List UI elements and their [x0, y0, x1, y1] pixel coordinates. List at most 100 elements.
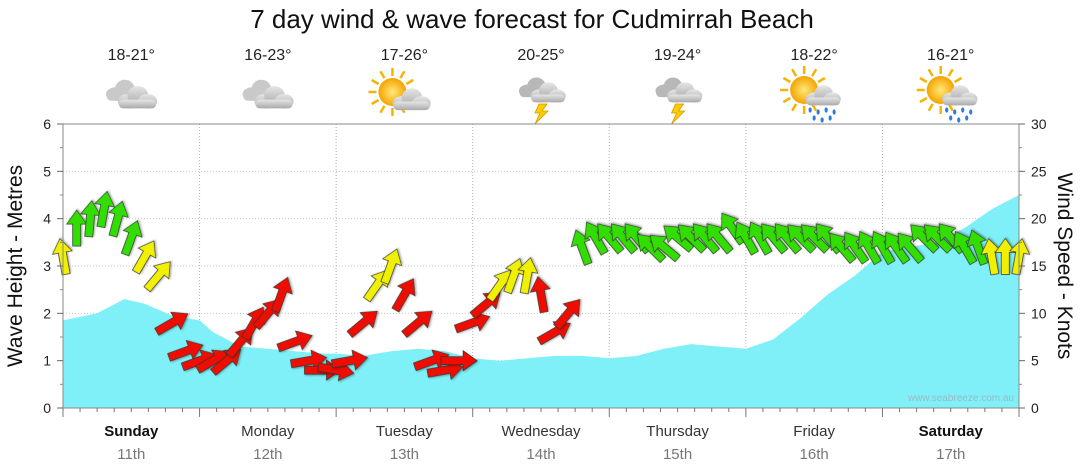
day-name-label: Sunday: [104, 423, 159, 440]
credit-text: www.seabreeze.com.au: [907, 393, 1014, 404]
wind-arrow: [553, 299, 581, 331]
day-date-label: 13th: [390, 446, 419, 463]
day-date-label: 14th: [526, 446, 555, 463]
wind-arrow: [154, 311, 189, 336]
cloud-base: [806, 97, 841, 106]
rain-drop: [969, 109, 973, 115]
sun-ray: [791, 103, 798, 112]
sun-rain-icon: [780, 66, 841, 123]
wind-arrow-shape: [966, 229, 989, 266]
wind-arrow: [897, 232, 925, 264]
wind-arrow: [529, 276, 551, 314]
wind-arrow: [79, 200, 102, 238]
wind-arrow-shape: [663, 225, 695, 253]
storm-cloud-icon: [655, 77, 703, 125]
sun-ray: [919, 96, 928, 104]
storm-cloud-icon: [518, 77, 566, 125]
cloud-icon: [242, 79, 294, 109]
wind-arrow: [597, 223, 625, 255]
wind-arrow-shape: [871, 230, 896, 266]
wind-arrow-shape: [330, 349, 369, 371]
wind-arrow-shape: [597, 223, 625, 255]
wave-height-area: [63, 195, 1019, 408]
sun-ray: [927, 68, 934, 77]
wind-arrow: [391, 278, 416, 313]
chart-title: 7 day wind & wave forecast for Cudmirrah…: [250, 4, 814, 34]
wind-arrow-shape: [517, 257, 539, 295]
wind-arrow: [787, 224, 817, 254]
rain-drop: [965, 115, 969, 121]
wind-arrow-shape: [51, 238, 73, 276]
wind-arrow-shape: [167, 339, 204, 362]
left-tick-label: 0: [43, 400, 51, 416]
sun-ray: [782, 76, 791, 84]
wind-arrow-shape: [570, 229, 593, 266]
wind-arrow: [885, 231, 911, 265]
day-date-label: 11th: [117, 446, 145, 463]
day-temperature: 17-26°: [381, 47, 428, 64]
rain-drop: [820, 117, 824, 123]
wind-arrow: [980, 238, 1002, 276]
wind-arrow: [380, 248, 403, 285]
cloud-base: [942, 97, 977, 106]
rain-drop: [824, 107, 828, 113]
wind-arrow-shape: [120, 220, 143, 257]
wind-arrow-shape: [706, 223, 734, 255]
rain-drop: [957, 117, 961, 123]
wind-arrow-shape: [391, 278, 416, 313]
day-name-label: Friday: [793, 423, 835, 440]
wind-arrow: [271, 276, 293, 314]
wind-arrow: [800, 224, 831, 254]
wind-arrow: [734, 221, 759, 256]
wind-arrow: [108, 200, 129, 238]
wind-arrow-shape: [897, 232, 925, 264]
wind-arrow: [829, 232, 857, 264]
wind-arrow: [94, 190, 116, 229]
cloud-base: [667, 94, 702, 103]
rain-drop: [816, 109, 820, 115]
day-name-label: Thursday: [646, 423, 709, 440]
wind-arrow-shape: [761, 223, 789, 255]
day-date-label: 17th: [936, 446, 965, 463]
wind-arrow: [994, 237, 1016, 275]
wind-arrow: [120, 220, 143, 257]
sun-ray: [791, 68, 798, 77]
wind-arrow-shape: [1009, 238, 1031, 276]
wind-arrow: [167, 339, 204, 362]
day-temperature: 19-24°: [654, 47, 701, 64]
cloud-base: [531, 94, 565, 103]
day-name-label: Tuesday: [376, 423, 433, 440]
wind-arrow-shape: [131, 240, 156, 275]
right-tick-label: 20: [1031, 211, 1047, 227]
wind-arrow-shape: [276, 330, 313, 353]
right-tick-label: 5: [1031, 353, 1039, 369]
wind-arrows: [51, 190, 1031, 382]
axes: 0 1 2 3 4 5 6 0 5 10 15 20 25 30: [43, 116, 1047, 417]
wind-arrow-shape: [953, 230, 978, 266]
sun-ray: [405, 78, 414, 86]
wind-arrow: [66, 209, 88, 247]
day-name-label: Monday: [241, 423, 295, 440]
sun-ray: [811, 68, 818, 77]
rain-drop: [953, 109, 957, 115]
sun-ray: [953, 76, 963, 84]
day-date-label: 12th: [253, 446, 282, 463]
wind-arrow: [844, 231, 870, 265]
wind-arrow: [774, 223, 802, 255]
wind-arrow: [649, 235, 681, 263]
day-name-label: Saturday: [919, 423, 984, 440]
wind-arrow-shape: [844, 231, 870, 265]
cloud-base: [118, 99, 157, 109]
wind-arrow-shape: [529, 276, 551, 314]
wind-arrow: [610, 223, 639, 255]
wind-arrow-shape: [401, 310, 433, 338]
wind-arrow: [346, 310, 378, 338]
right-tick-label: 15: [1031, 258, 1047, 274]
sun-ray: [919, 76, 928, 84]
rain-drop: [808, 107, 812, 113]
day-temperature: 18-22°: [790, 47, 837, 64]
lightning-bolt: [534, 103, 549, 125]
daily-header: 18-21° Sunday 11th 16-23° Monday 12th 17-26° Tu…: [104, 47, 983, 463]
wind-arrow-shape: [584, 221, 609, 256]
day-name-label: Wednesday: [502, 423, 581, 440]
